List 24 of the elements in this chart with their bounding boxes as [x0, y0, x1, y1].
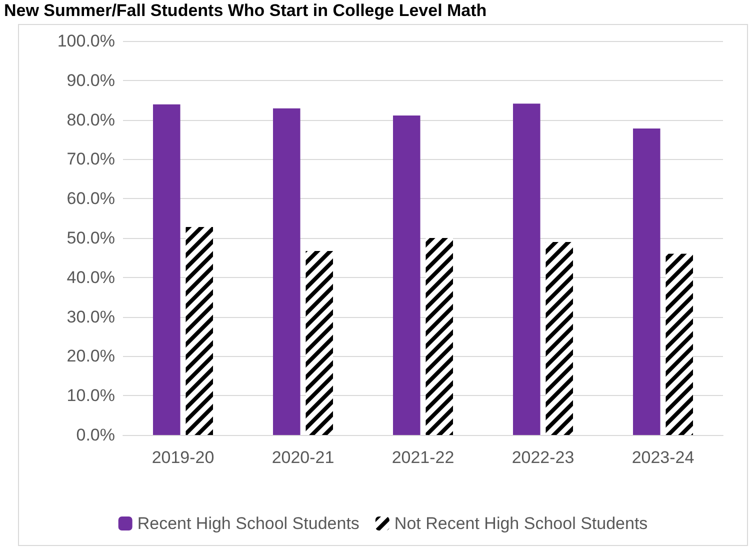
- y-tick-label: 70.0%: [66, 150, 115, 169]
- bar: [393, 115, 420, 435]
- legend-label: Not Recent High School Students: [394, 514, 648, 533]
- x-tick-label: 2020-21: [272, 448, 334, 467]
- chart-title: New Summer/Fall Students Who Start in College Level Math: [4, 1, 488, 21]
- legend-label: Recent High School Students: [137, 514, 360, 533]
- y-tick-label: 30.0%: [66, 307, 115, 326]
- x-tick-label: 2023-24: [632, 448, 694, 467]
- y-tick-label: 90.0%: [66, 70, 115, 90]
- bar: [153, 104, 180, 435]
- y-tick-label: 0.0%: [76, 426, 115, 444]
- y-tick-label: 60.0%: [66, 189, 115, 208]
- x-tick-label: 2022-23: [512, 448, 574, 467]
- y-tick-label: 100.0%: [57, 32, 115, 50]
- y-tick-label: 40.0%: [66, 268, 115, 287]
- bar: [513, 104, 540, 435]
- bar: [633, 128, 660, 435]
- y-tick-label: 20.0%: [66, 346, 115, 366]
- y-tick-label: 10.0%: [66, 386, 115, 406]
- bar: [273, 108, 300, 435]
- x-tick-label: 2019-20: [152, 448, 214, 467]
- x-tick-label: 2021-22: [392, 448, 454, 467]
- y-tick-label: 80.0%: [66, 110, 115, 130]
- y-tick-label: 50.0%: [66, 228, 115, 248]
